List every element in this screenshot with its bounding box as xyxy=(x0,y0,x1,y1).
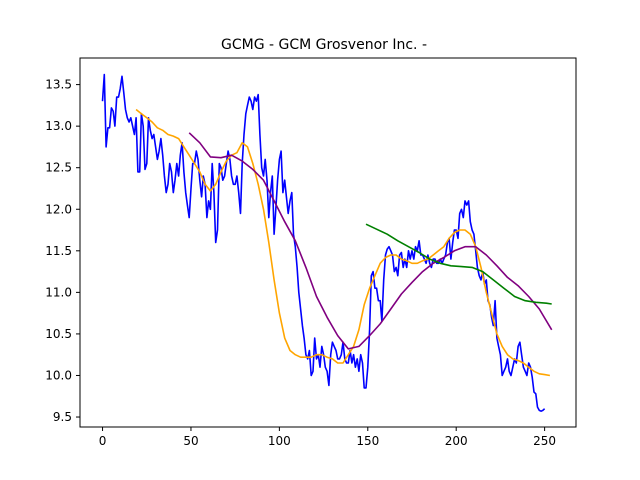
x-tick-label: 200 xyxy=(445,434,468,448)
series-line-4 xyxy=(365,223,552,305)
y-tick-label: 10.0 xyxy=(45,368,72,382)
axes-frame xyxy=(79,57,577,428)
y-tick-label: 11.5 xyxy=(45,244,72,258)
series-line-1 xyxy=(101,73,546,413)
y-tick-label: 10.5 xyxy=(45,327,72,341)
series-line-3 xyxy=(188,132,553,350)
x-tick-label: 250 xyxy=(533,434,556,448)
plot-area: 0 50 100 150 200 250 9.5 10.0 10.5 11.0 11.5 12.0 12… xyxy=(45,57,577,448)
series-line-2 xyxy=(135,108,551,377)
y-tick-label: 13.0 xyxy=(45,119,72,133)
y-tick-label: 9.5 xyxy=(53,410,72,424)
x-tick-label: 100 xyxy=(268,434,291,448)
x-tick-label: 150 xyxy=(356,434,379,448)
y-tick-label: 13.5 xyxy=(45,78,72,92)
y-tick-label: 12.0 xyxy=(45,202,72,216)
y-tick-label: 11.0 xyxy=(45,285,72,299)
chart-title: GCMG - GCM Grosvenor Inc. - xyxy=(221,37,427,53)
x-tick-label: 50 xyxy=(183,434,198,448)
x-tick-label: 0 xyxy=(99,434,107,448)
y-tick-label: 12.5 xyxy=(45,161,72,175)
